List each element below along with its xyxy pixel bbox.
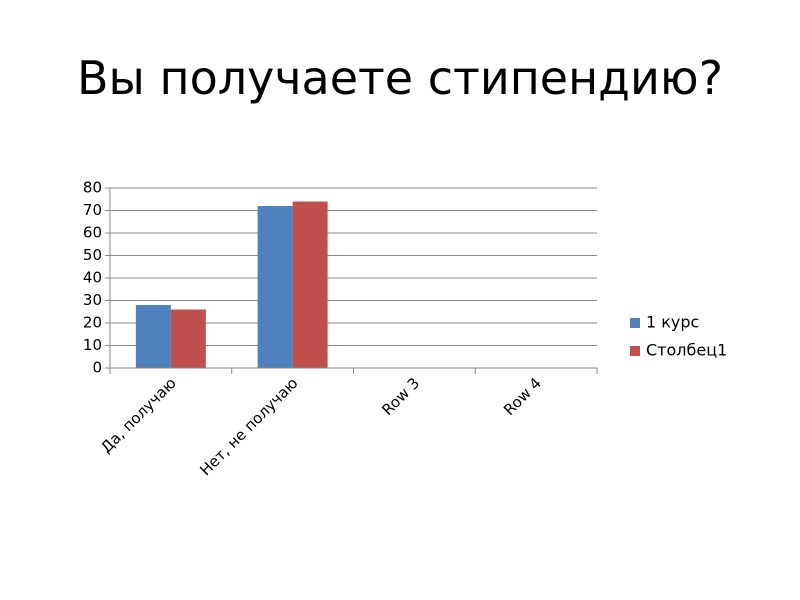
x-tick-label: Row 3 xyxy=(378,374,423,419)
bar xyxy=(170,309,206,368)
y-tick-label: 70 xyxy=(83,201,102,219)
y-tick-label: 10 xyxy=(83,336,102,354)
legend-label: 1 курс xyxy=(646,313,699,332)
y-tick-label: 50 xyxy=(83,246,102,264)
bar xyxy=(257,206,293,368)
x-tick-label: Row 4 xyxy=(500,374,545,419)
x-tick-label: Да, получаю xyxy=(97,374,179,456)
bar xyxy=(292,201,328,368)
y-tick-label: 40 xyxy=(83,269,102,287)
legend-swatch xyxy=(630,318,640,328)
legend-swatch xyxy=(630,346,640,356)
y-tick-label: 80 xyxy=(83,179,102,197)
y-tick-label: 0 xyxy=(92,359,102,377)
legend-label: Столбец1 xyxy=(646,341,727,360)
bar xyxy=(135,305,171,368)
x-tick-label: Нет, не получаю xyxy=(196,374,301,479)
y-tick-label: 20 xyxy=(83,314,102,332)
y-tick-label: 30 xyxy=(83,291,102,309)
y-tick-label: 60 xyxy=(83,224,102,242)
chart-title: Вы получаете стипендию? xyxy=(77,51,723,105)
